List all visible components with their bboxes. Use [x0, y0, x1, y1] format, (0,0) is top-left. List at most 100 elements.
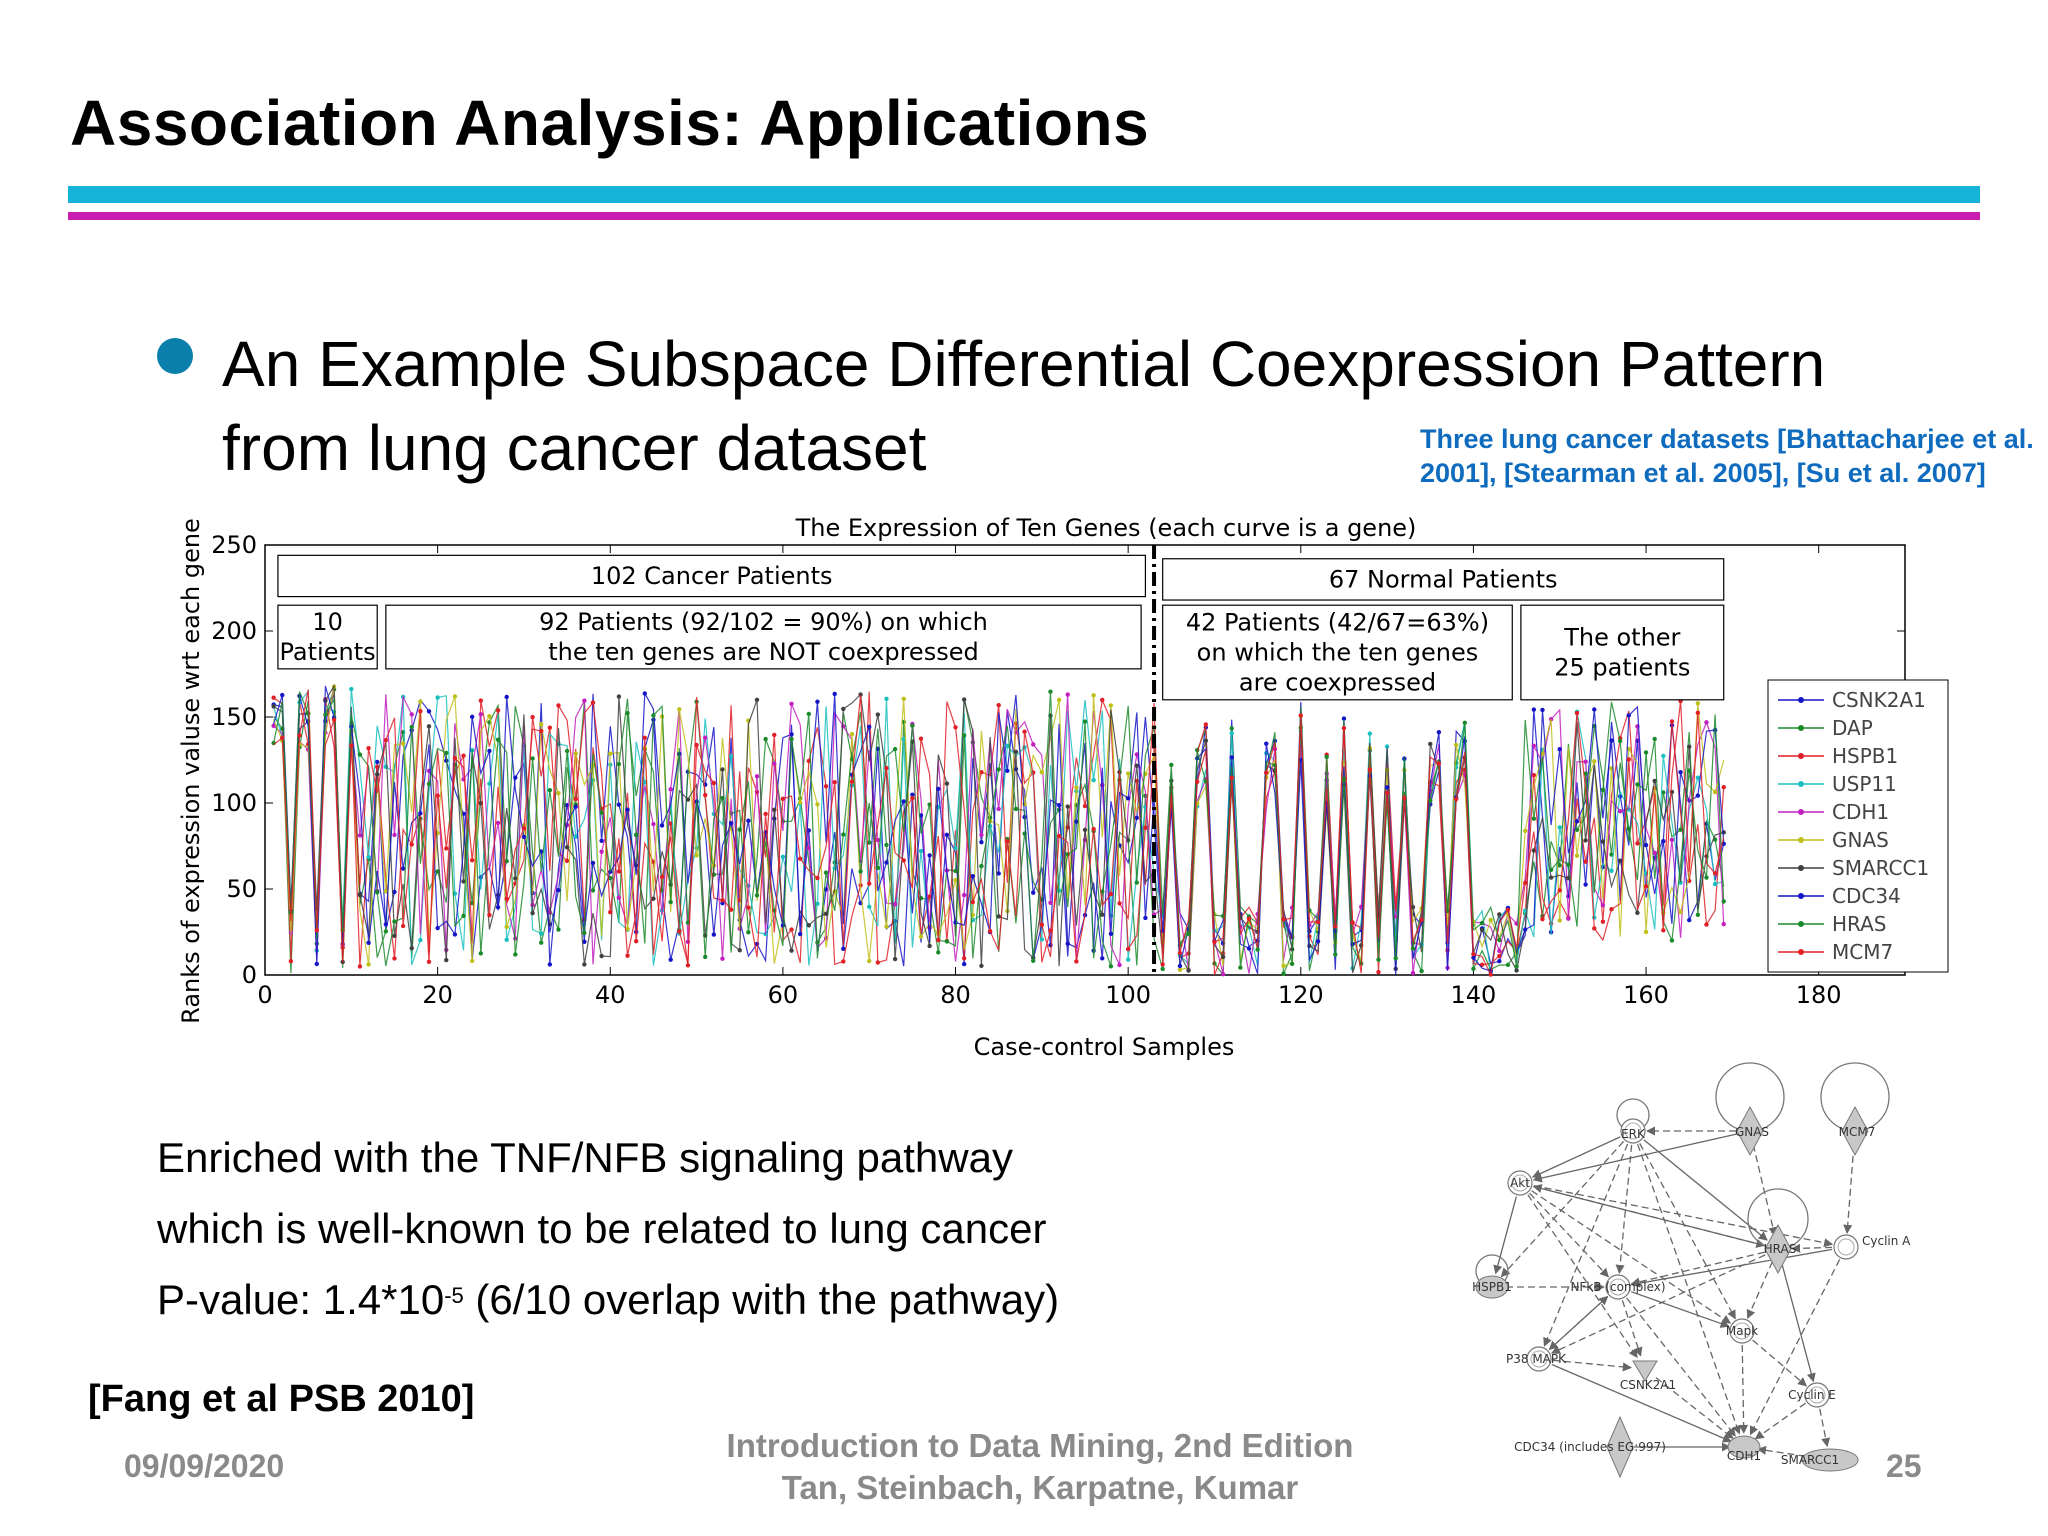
- y-tick-label: 250: [211, 531, 257, 559]
- network-edge: [1749, 1259, 1841, 1436]
- network-edge: [1843, 1144, 1855, 1234]
- network-node-smarcc1: SMARCC1: [1781, 1448, 1859, 1472]
- node-shape: [1606, 1415, 1634, 1479]
- network-edge: [1626, 1297, 1736, 1437]
- node-label: Mapk: [1726, 1324, 1758, 1338]
- series-line-gnas: [273, 686, 1725, 971]
- pvalue-exponent: -5: [444, 1283, 464, 1308]
- node-shape: [1841, 1105, 1869, 1157]
- title-rule-cyan: [68, 186, 1980, 203]
- page-number: 25: [1886, 1448, 1922, 1484]
- network-edge: [1752, 1339, 1808, 1387]
- y-axis-label: Ranks of expression valuse wrt each gene: [177, 518, 205, 1024]
- cancer-patients-box-text: 102 Cancer Patients: [591, 562, 833, 590]
- network-edge: [1655, 1377, 1734, 1439]
- node-shape: [1475, 1275, 1509, 1299]
- gene-expression-chart: The Expression of Ten Genes (each curve …: [177, 514, 1949, 1061]
- network-node-hras: HRAS: [1764, 1223, 1796, 1275]
- series-markers-cdc34: [280, 691, 1718, 974]
- node-label: MCM7: [1839, 1125, 1876, 1139]
- x-tick-label: 160: [1623, 981, 1669, 1009]
- node-inner-ring: [1609, 1278, 1627, 1296]
- node-inner-ring: [1837, 1238, 1855, 1256]
- legend-label: GNAS: [1832, 828, 1889, 852]
- normal-patients-box: [1162, 558, 1725, 601]
- network-edge: [1543, 1143, 1629, 1347]
- network-node-p38: P38 MAPK: [1506, 1346, 1567, 1372]
- legend-label: HRAS: [1832, 912, 1887, 936]
- node-label: Cyclin A: [1862, 1234, 1911, 1248]
- network-node-erk: ERK: [1620, 1118, 1646, 1144]
- ten-patients-box: [277, 604, 378, 670]
- node-inner-ring: [1530, 1350, 1548, 1368]
- node-shape: [1801, 1448, 1859, 1472]
- node-label: Akt: [1510, 1176, 1530, 1190]
- series-markers-hras: [271, 689, 1726, 970]
- network-node-mapk: Mapk: [1726, 1318, 1758, 1344]
- node-label: NFkB (complex): [1570, 1280, 1665, 1294]
- legend-marker: [1798, 837, 1804, 843]
- legend-marker: [1798, 725, 1804, 731]
- legend-label: SMARCC1: [1832, 856, 1929, 880]
- y-tick-label: 150: [211, 703, 257, 731]
- network-node-cdc34: CDC34 (includes EG:997): [1514, 1415, 1666, 1479]
- network-edge: [1531, 1190, 1732, 1324]
- network-edge: [1746, 1261, 1773, 1320]
- footer-line-2: Tan, Steinbach, Karpatne, Kumar: [781, 1469, 1299, 1506]
- legend-marker: [1798, 949, 1804, 955]
- bullet-text: An Example Subspace Differential Coexpre…: [222, 328, 1826, 484]
- network-edge: [1637, 1143, 1741, 1435]
- coexpressed-box-text: 42 Patients (42/67=63%): [1186, 609, 1489, 637]
- normal-patients-box-text: 67 Normal Patients: [1329, 565, 1558, 593]
- network-edge: [1550, 1254, 1766, 1354]
- series-line-cdc34: [273, 685, 1725, 975]
- series-line-mcm7: [273, 689, 1725, 977]
- ten-patients-box-text: 10: [312, 608, 343, 636]
- x-tick-label: 140: [1451, 981, 1497, 1009]
- node-inner-ring: [1511, 1174, 1529, 1192]
- network-edge: [1548, 1295, 1609, 1351]
- pathway-network-diagram: ERK GNAS MCM7 Akt HRAS Cyclin A HSPB1 NFkB (com…: [1472, 1062, 1911, 1479]
- network-edge: [1493, 1196, 1517, 1275]
- network-edge: [1630, 1251, 1765, 1287]
- node-label: ERK: [1621, 1127, 1646, 1141]
- network-edge: [1500, 1140, 1625, 1278]
- legend-label: HSPB1: [1832, 744, 1898, 768]
- network-node-nfkb: NFkB (complex): [1570, 1274, 1666, 1300]
- network-node-cyclina: Cyclin A: [1833, 1234, 1911, 1260]
- network-edge: [1551, 1363, 1732, 1443]
- node-inner-ring: [1733, 1322, 1751, 1340]
- bullet-dot-icon: [157, 338, 193, 374]
- x-axis-label: Case-control Samples: [974, 1033, 1235, 1061]
- reference-note-line-2: 2001], [Stearman et al. 2005], [Su et al…: [1420, 458, 1986, 488]
- series-line-usp11: [273, 688, 1724, 973]
- network-edge: [1643, 1139, 1768, 1241]
- x-tick-label: 40: [595, 981, 626, 1009]
- x-tick-label: 60: [768, 981, 799, 1009]
- network-edge: [1552, 1359, 1632, 1372]
- not-coexpressed-box: [385, 604, 1142, 670]
- node-label: GNAS: [1735, 1125, 1769, 1139]
- coexpressed-box-text: on which the ten genes: [1197, 639, 1479, 667]
- citation: [Fang et al PSB 2010]: [88, 1378, 475, 1420]
- footer-book-title: Introduction to Data Mining, 2nd Edition…: [660, 1425, 1420, 1509]
- legend-marker: [1798, 697, 1804, 703]
- node-shape: [1727, 1435, 1761, 1459]
- network-edge: [1529, 1192, 1610, 1278]
- other-25-patients-box-text: 25 patients: [1554, 654, 1690, 682]
- node-shape: [1632, 1360, 1658, 1382]
- title-rule-magenta: [68, 212, 1980, 220]
- network-edge: [1791, 1243, 1833, 1253]
- other-25-patients-box-text: The other: [1563, 624, 1680, 652]
- node-label: CDH1: [1727, 1449, 1761, 1463]
- not-coexpressed-box-text: the ten genes are NOT coexpressed: [548, 638, 979, 666]
- network-edge: [1532, 1184, 1765, 1247]
- node-shape: [1764, 1223, 1792, 1275]
- series-line-dap: [273, 689, 1725, 977]
- network-edge: [1532, 1133, 1737, 1183]
- network-edge: [1639, 1142, 1736, 1320]
- enrich-line-1: Enriched with the TNF/NFB signaling path…: [157, 1134, 1013, 1181]
- network-edge: [1630, 1291, 1730, 1328]
- cancer-patients-box: [277, 554, 1147, 598]
- network-edge: [1533, 1185, 1834, 1248]
